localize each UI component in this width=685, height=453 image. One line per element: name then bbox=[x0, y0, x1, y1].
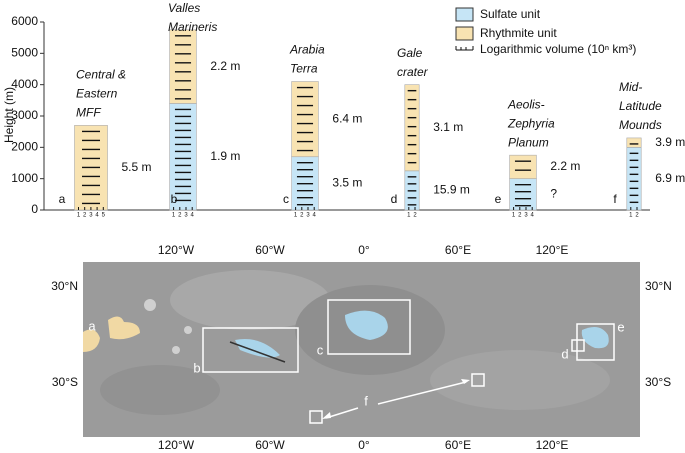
category-label: Aeolis- bbox=[507, 97, 545, 111]
y-tick-label: 0 bbox=[31, 202, 38, 216]
thickness-label: 6.9 m bbox=[655, 171, 685, 185]
volume-tick-label: 1 bbox=[407, 213, 411, 219]
panel-letter: e bbox=[495, 192, 502, 206]
lon-label: 120°W bbox=[158, 438, 195, 452]
legend-hatch bbox=[455, 46, 474, 51]
volume-tick-label: 2 bbox=[518, 213, 522, 219]
category-label: Zephyria bbox=[507, 116, 555, 130]
thickness-label: 3.1 m bbox=[433, 120, 463, 134]
volume-tick-label: 2 bbox=[413, 213, 417, 219]
lon-label: 0° bbox=[358, 243, 370, 257]
thickness-label: 6.4 m bbox=[332, 111, 362, 125]
thickness-label: 3.5 m bbox=[332, 176, 362, 190]
volume-tick-label: 4 bbox=[531, 213, 535, 219]
lon-label: 60°E bbox=[445, 243, 471, 257]
y-tick-label: 4000 bbox=[11, 77, 38, 91]
category-label: Gale bbox=[397, 46, 423, 60]
lon-label: 60°W bbox=[255, 243, 285, 257]
lon-label: 60°W bbox=[255, 438, 285, 452]
volume-tick-label: 3 bbox=[184, 213, 188, 219]
panel-letter: a bbox=[59, 192, 66, 206]
bar-segment bbox=[509, 154, 537, 179]
volume-tick-label: 1 bbox=[294, 213, 298, 219]
bar-segment bbox=[169, 29, 197, 104]
map-box-label: c bbox=[317, 342, 324, 357]
lat-label: 30°N bbox=[645, 279, 672, 293]
lat-label: 30°N bbox=[51, 279, 78, 293]
volume-tick-label: 4 bbox=[95, 213, 99, 219]
volume-tick-label: 4 bbox=[191, 213, 195, 219]
thickness-label: 5.5 m bbox=[122, 160, 152, 174]
y-axis-label: Height (m) bbox=[2, 87, 16, 143]
volume-tick-label: 3 bbox=[524, 213, 528, 219]
y-tick-label: 6000 bbox=[11, 14, 38, 28]
volume-tick-label: 1 bbox=[172, 213, 176, 219]
legend-swatch bbox=[455, 26, 474, 41]
lat-label: 30°S bbox=[645, 375, 671, 389]
bar-segment bbox=[626, 137, 642, 148]
bar-segment bbox=[291, 81, 319, 158]
panel-letter: f bbox=[613, 192, 617, 206]
legend-swatch bbox=[455, 7, 474, 22]
y-tick-label: 1000 bbox=[11, 171, 38, 185]
volume-tick-label: 3 bbox=[89, 213, 93, 219]
category-label: Central & bbox=[76, 68, 126, 82]
thickness-label: 15.9 m bbox=[433, 183, 470, 197]
category-label: Latitude bbox=[619, 99, 662, 113]
panel-letter: c bbox=[283, 192, 289, 206]
thickness-label: 2.2 m bbox=[550, 159, 580, 173]
lat-label: 30°S bbox=[52, 375, 78, 389]
volume-tick-label: 2 bbox=[178, 213, 182, 219]
lon-label: 120°E bbox=[536, 243, 569, 257]
volume-tick-label: 4 bbox=[313, 213, 317, 219]
map-box-label: b bbox=[193, 360, 200, 375]
volume-tick-label: 2 bbox=[300, 213, 304, 219]
lon-label: 120°W bbox=[158, 243, 195, 257]
y-tick-label: 3000 bbox=[11, 108, 38, 122]
bar-segment bbox=[169, 103, 197, 211]
map-box-label: e bbox=[617, 319, 624, 334]
category-label: crater bbox=[397, 65, 429, 79]
bar-segment bbox=[626, 147, 642, 211]
map-box-label: a bbox=[88, 318, 96, 333]
category-label: Valles bbox=[168, 1, 200, 15]
category-label: Marineris bbox=[168, 20, 217, 34]
map bbox=[83, 262, 640, 437]
category-label: MFF bbox=[76, 106, 101, 120]
lon-label: 0° bbox=[358, 438, 370, 452]
category-label: Arabia bbox=[289, 43, 325, 57]
category-label: Mid- bbox=[619, 80, 642, 94]
panel-letter: d bbox=[391, 192, 398, 206]
y-tick-label: 2000 bbox=[11, 140, 38, 154]
category-label: Eastern bbox=[76, 87, 118, 101]
volume-tick-label: 1 bbox=[512, 213, 516, 219]
thickness-label: 2.2 m bbox=[210, 59, 240, 73]
volume-tick-label: 1 bbox=[77, 213, 81, 219]
category-label: Mounds bbox=[619, 118, 662, 132]
lon-label: 120°E bbox=[536, 438, 569, 452]
volume-tick-label: 1 bbox=[629, 213, 633, 219]
lon-label: 60°E bbox=[445, 438, 471, 452]
volume-tick-label: 3 bbox=[306, 213, 310, 219]
legend-label: Logarithmic volume (10ⁿ km³) bbox=[480, 42, 636, 56]
volume-tick-label: 5 bbox=[102, 213, 106, 219]
thickness-label: 1.9 m bbox=[210, 149, 240, 163]
bar-segment bbox=[404, 84, 420, 172]
map-box-label: d bbox=[561, 346, 568, 361]
category-label: Terra bbox=[290, 62, 318, 76]
volume-tick-label: 2 bbox=[83, 213, 87, 219]
legend-label: Rhythmite unit bbox=[480, 26, 557, 40]
legend-label: Sulfate unit bbox=[480, 7, 541, 21]
category-label: Planum bbox=[508, 135, 549, 149]
thickness-label: 3.9 m bbox=[655, 135, 685, 149]
y-tick-label: 5000 bbox=[11, 46, 38, 60]
panel-letter: b bbox=[171, 192, 178, 206]
bar-segment bbox=[509, 178, 537, 211]
volume-tick-label: 2 bbox=[635, 213, 639, 219]
map-box-label: f bbox=[364, 393, 368, 408]
thickness-label: ? bbox=[550, 187, 557, 201]
